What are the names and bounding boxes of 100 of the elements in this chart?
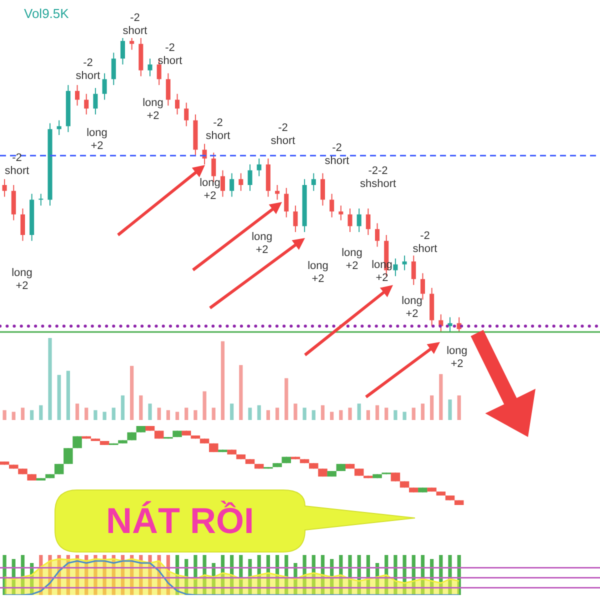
annotation: long +2 bbox=[12, 267, 32, 293]
candlestick bbox=[102, 72, 107, 100]
candlestick bbox=[38, 193, 44, 206]
bar bbox=[339, 410, 343, 420]
candlestick bbox=[366, 208, 370, 236]
annotation: long +2 bbox=[402, 295, 422, 321]
bar bbox=[39, 405, 43, 420]
bar bbox=[94, 410, 98, 420]
candlestick bbox=[402, 255, 407, 271]
annotation: -2 short bbox=[206, 117, 230, 143]
bar bbox=[102, 412, 106, 420]
candlestick bbox=[348, 208, 352, 233]
bar bbox=[366, 410, 370, 420]
candlestick bbox=[75, 84, 80, 106]
candlestick bbox=[184, 102, 189, 127]
bar bbox=[275, 408, 280, 420]
annotation: -2 short bbox=[412, 230, 438, 256]
bar bbox=[348, 408, 352, 420]
bar bbox=[175, 412, 180, 420]
bar bbox=[48, 338, 52, 420]
text: Vol9.5K bbox=[24, 6, 69, 21]
candlestick bbox=[2, 178, 7, 198]
bar bbox=[412, 408, 416, 420]
bar bbox=[402, 412, 406, 420]
candlestick bbox=[111, 52, 116, 86]
bar bbox=[375, 405, 380, 420]
bar bbox=[430, 395, 434, 420]
bar bbox=[202, 391, 206, 420]
candlestick bbox=[120, 38, 125, 65]
candlestick bbox=[330, 193, 334, 218]
bar bbox=[2, 410, 6, 420]
annotation: long +2 bbox=[342, 247, 362, 273]
bar bbox=[284, 378, 288, 420]
candlestick bbox=[320, 172, 325, 206]
candlestick bbox=[20, 208, 25, 242]
annotation: long +2 bbox=[308, 260, 328, 286]
bar bbox=[166, 410, 170, 420]
bar bbox=[266, 410, 270, 420]
candlestick bbox=[56, 120, 62, 136]
bar bbox=[248, 408, 252, 420]
candlestick bbox=[93, 87, 98, 115]
candlestick bbox=[220, 170, 225, 198]
bar bbox=[457, 395, 461, 420]
bar bbox=[184, 408, 188, 420]
candlestick bbox=[420, 272, 425, 300]
candlestick bbox=[275, 184, 280, 200]
bar bbox=[57, 374, 61, 420]
bar bbox=[357, 404, 361, 420]
bar bbox=[139, 395, 143, 420]
bar bbox=[84, 408, 88, 420]
candlestick bbox=[84, 93, 89, 115]
bar bbox=[384, 408, 388, 420]
bar bbox=[20, 408, 25, 420]
bar bbox=[448, 400, 452, 420]
candlestick bbox=[248, 164, 252, 192]
candlestick bbox=[338, 205, 344, 221]
text: -2 short bbox=[122, 12, 148, 38]
candlestick bbox=[148, 58, 152, 77]
annotation: -2 short bbox=[324, 142, 350, 168]
candlestick bbox=[284, 187, 289, 218]
candlestick bbox=[411, 255, 416, 286]
candlestick bbox=[311, 172, 316, 192]
bar bbox=[294, 404, 298, 420]
bar bbox=[194, 410, 198, 420]
bar bbox=[220, 341, 225, 420]
bar bbox=[120, 395, 125, 420]
bar bbox=[157, 408, 161, 420]
annotation: NÁT RỒI bbox=[105, 499, 255, 543]
bar bbox=[320, 405, 325, 420]
bar bbox=[148, 404, 152, 420]
annotation: -2 short bbox=[270, 122, 296, 148]
annotation: long +2 bbox=[86, 127, 108, 153]
candlestick bbox=[230, 172, 234, 198]
bar bbox=[439, 374, 443, 420]
bar bbox=[212, 408, 216, 420]
bar bbox=[12, 412, 16, 420]
annotation: long +2 bbox=[446, 345, 468, 371]
bar bbox=[30, 410, 34, 420]
annotation: long +2 bbox=[142, 97, 164, 123]
annotation: -2 short bbox=[76, 57, 100, 83]
bar bbox=[302, 408, 306, 420]
annotation: long +2 bbox=[200, 177, 220, 203]
bar bbox=[239, 365, 243, 420]
annotation: long +2 bbox=[252, 231, 272, 257]
bar bbox=[420, 404, 425, 420]
bar bbox=[394, 410, 398, 420]
bar bbox=[312, 410, 316, 420]
candlestick bbox=[256, 158, 262, 177]
candlestick bbox=[293, 205, 298, 233]
candlestick bbox=[356, 208, 362, 233]
candlestick bbox=[166, 72, 170, 106]
candlestick bbox=[375, 222, 380, 248]
bar bbox=[257, 405, 261, 420]
candlestick bbox=[175, 93, 180, 115]
annotation: -2 short bbox=[4, 152, 30, 178]
candlestick bbox=[448, 316, 452, 332]
bar bbox=[330, 412, 334, 420]
bar bbox=[75, 404, 80, 420]
bar bbox=[66, 370, 70, 420]
candlestick bbox=[130, 38, 134, 50]
